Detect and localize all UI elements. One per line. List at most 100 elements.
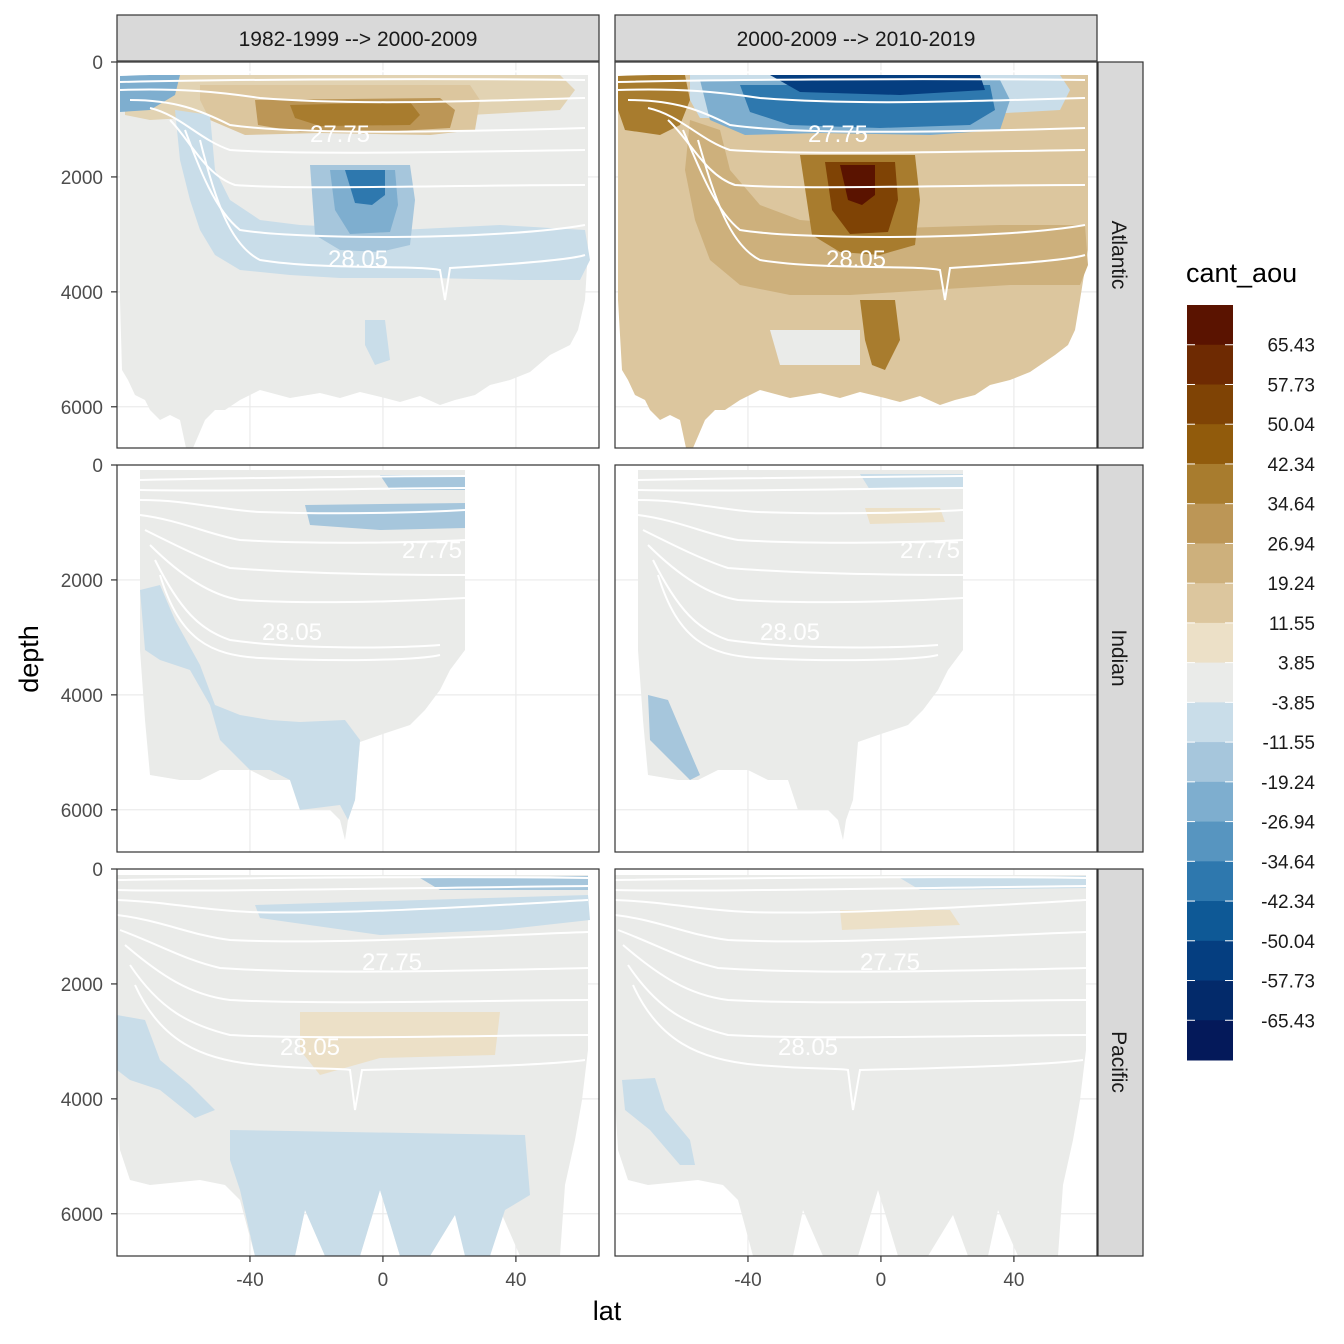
band-atl-1-core2 xyxy=(290,102,420,126)
legend-swatch-0 xyxy=(1187,305,1233,346)
legend-title: cant_aou xyxy=(1186,258,1297,288)
x-tick-label-0-2: 40 xyxy=(505,1270,526,1291)
y-tick-label-1-3: 6000 xyxy=(61,801,103,822)
legend-label-2: 50.04 xyxy=(1267,415,1315,436)
legend-label-16: -57.73 xyxy=(1261,972,1315,993)
legend-label-4: 34.64 xyxy=(1267,495,1315,516)
strip-row-0: Atlantic xyxy=(1107,221,1130,290)
band-ind-1-deep xyxy=(140,585,360,820)
x-tick-label-0-0: -40 xyxy=(236,1270,263,1291)
band-ind-1-shallow xyxy=(380,475,465,490)
panel-pacific-p2: 27.75 28.05 xyxy=(615,875,1087,1256)
ocean-section-ind-1 xyxy=(140,470,465,840)
legend: cant_aou 65.43 57.73 50.04 42.34 34.64 26.94 1… xyxy=(1186,258,1315,1061)
legend-label-9: -3.85 xyxy=(1272,693,1315,714)
legend-swatch-8 xyxy=(1187,622,1233,664)
strip-col-0: 1982-1999 --> 2000-2009 xyxy=(239,28,478,51)
y-tick-label-2-1: 2000 xyxy=(61,975,103,996)
legend-swatch-10 xyxy=(1187,702,1233,743)
legend-swatch-2 xyxy=(1187,384,1233,425)
legend-label-8: 3.85 xyxy=(1278,654,1315,675)
contour-label-pac-2-28-05: 28.05 xyxy=(778,1034,838,1061)
band-atl-2-deep xyxy=(685,120,1088,295)
row-strips: Atlantic Indian Pacific xyxy=(1097,61,1144,1257)
y-tick-label-0-2: 4000 xyxy=(61,283,103,304)
legend-swatch-14 xyxy=(1187,861,1233,902)
legend-swatch-7 xyxy=(1187,583,1233,624)
panel-indian-p2: 27.75 28.05 xyxy=(637,470,964,840)
band-ind-2-deep xyxy=(648,695,700,780)
legend-swatch-13 xyxy=(1187,821,1233,862)
contour-label-ind-2-27-75: 27.75 xyxy=(900,537,960,564)
legend-label-10: -11.55 xyxy=(1263,733,1315,754)
contour-label-ind-1-28-05: 28.05 xyxy=(262,619,322,646)
strip-col-1: 2000-2009 --> 2010-2019 xyxy=(737,28,976,51)
panel-atlantic-p2: 27.75 28.05 xyxy=(617,70,1088,448)
contour-label-atl-2-28-05: 28.05 xyxy=(826,246,886,273)
legend-label-17: -65.43 xyxy=(1261,1011,1315,1032)
legend-swatch-18 xyxy=(1187,1020,1233,1061)
y-tick-label-2-2: 4000 xyxy=(61,1090,103,1111)
legend-swatch-15 xyxy=(1187,901,1233,942)
column-strips: 1982-1999 --> 2000-2009 2000-2009 --> 20… xyxy=(116,14,1098,62)
legend-swatch-12 xyxy=(1187,781,1233,823)
legend-swatch-11 xyxy=(1187,742,1233,783)
legend-label-12: -26.94 xyxy=(1261,813,1315,834)
ocean-section-ind-2 xyxy=(638,470,963,840)
band-atl-1-surface xyxy=(120,75,180,112)
band-pac-1-pos xyxy=(300,1012,500,1075)
axes: 020004000600002000400060000200040006000-… xyxy=(61,53,1025,1291)
x-tick-label-1-0: -40 xyxy=(734,1270,761,1291)
isopycnals-atl-2 xyxy=(617,70,1086,301)
legend-label-15: -50.04 xyxy=(1261,932,1315,953)
isopycnals-pac-1 xyxy=(117,876,589,1111)
legend-label-7: 11.55 xyxy=(1269,614,1315,635)
band-pac-1-deep xyxy=(230,1130,530,1256)
band-atl-2-core xyxy=(740,85,995,128)
legend-swatch-1 xyxy=(1187,344,1233,385)
strip-row-1: Indian xyxy=(1107,629,1130,686)
x-tick-label-0-1: 0 xyxy=(378,1270,389,1291)
contour-label-ind-1-27-75: 27.75 xyxy=(402,537,462,564)
contour-label-atl-2-27-75: 27.75 xyxy=(808,121,868,148)
band-ind-1-mid xyxy=(305,503,465,530)
legend-label-3: 42.34 xyxy=(1267,455,1315,476)
band-atl-2-deeplobe xyxy=(860,300,900,370)
band-pac-2-west xyxy=(622,1078,695,1165)
legend-label-14: -42.34 xyxy=(1261,892,1315,913)
band-pac-2-pos xyxy=(840,910,960,930)
legend-swatch-4 xyxy=(1187,463,1233,505)
legend-label-6: 19.24 xyxy=(1267,574,1315,595)
legend-label-0: 65.43 xyxy=(1267,336,1315,357)
band-atl-2-lowpatch xyxy=(770,330,860,365)
legend-label-1: 57.73 xyxy=(1267,375,1315,396)
legend-swatch-3 xyxy=(1187,424,1233,465)
isopycnals-ind-2 xyxy=(637,475,964,662)
contour-label-ind-2-28-05: 28.05 xyxy=(760,619,820,646)
panel-pacific-p1: 27.75 28.05 xyxy=(117,875,590,1256)
x-tick-label-1-1: 0 xyxy=(876,1270,887,1291)
y-tick-label-1-1: 2000 xyxy=(61,571,103,592)
legend-swatch-5 xyxy=(1187,503,1233,544)
y-tick-label-2-3: 6000 xyxy=(61,1205,103,1226)
legend-label-13: -34.64 xyxy=(1261,852,1315,873)
legend-label-5: 26.94 xyxy=(1267,534,1315,555)
isopycnals-atl-1 xyxy=(119,70,586,301)
y-tick-label-2-0: 0 xyxy=(92,860,103,881)
isopycnals-pac-2 xyxy=(615,876,1087,1111)
contour-label-pac-2-27-75: 27.75 xyxy=(860,949,920,976)
y-tick-label-0-1: 2000 xyxy=(61,168,103,189)
contour-label-pac-1-27-75: 27.75 xyxy=(362,949,422,976)
contour-label-pac-1-28-05: 28.05 xyxy=(280,1034,340,1061)
legend-swatch-9 xyxy=(1187,662,1233,703)
band-atl-1-deep xyxy=(175,110,590,280)
y-tick-label-1-2: 4000 xyxy=(61,686,103,707)
band-ind-2-mid xyxy=(865,508,945,524)
band-atl-2-deepcore3 xyxy=(840,165,875,205)
panel-indian-p1: 27.75 28.05 xyxy=(139,470,466,840)
y-tick-label-0-0: 0 xyxy=(92,53,103,74)
x-tick-label-1-2: 40 xyxy=(1003,1270,1024,1291)
isopycnals-ind-1 xyxy=(139,475,466,662)
panel-atlantic-p1: 27.75 28.05 xyxy=(119,70,590,448)
